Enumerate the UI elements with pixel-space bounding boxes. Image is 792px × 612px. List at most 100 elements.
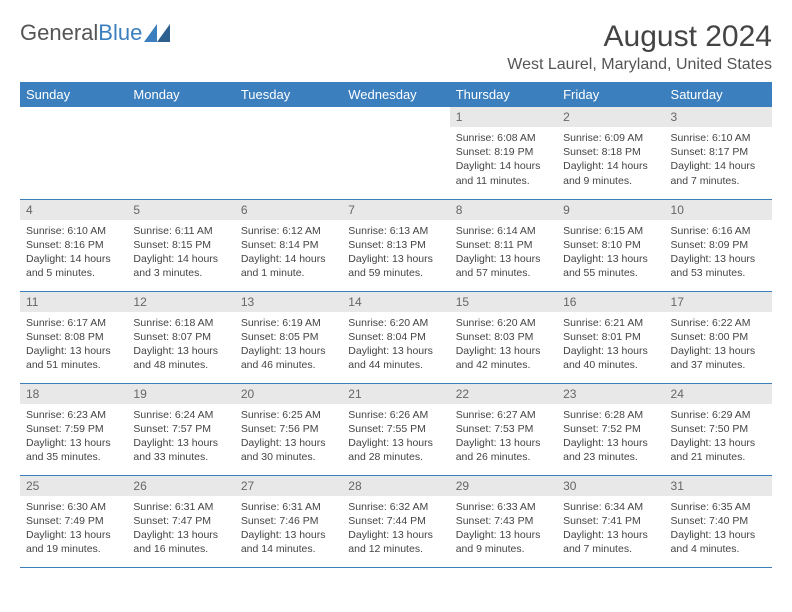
day-number: 28 — [342, 476, 449, 496]
day-detail-line: Sunset: 8:09 PM — [671, 238, 766, 252]
day-number: 29 — [450, 476, 557, 496]
calendar-week-row: 18Sunrise: 6:23 AMSunset: 7:59 PMDayligh… — [20, 383, 772, 475]
day-detail-line: Sunrise: 6:08 AM — [456, 131, 551, 145]
day-details: Sunrise: 6:08 AMSunset: 8:19 PMDaylight:… — [450, 127, 557, 190]
calendar-day-cell: 4Sunrise: 6:10 AMSunset: 8:16 PMDaylight… — [20, 199, 127, 291]
day-details: Sunrise: 6:19 AMSunset: 8:05 PMDaylight:… — [235, 312, 342, 375]
day-detail-line: Daylight: 13 hours — [563, 436, 658, 450]
day-detail-line: and 44 minutes. — [348, 358, 443, 372]
day-number: 16 — [557, 292, 664, 312]
day-details: Sunrise: 6:13 AMSunset: 8:13 PMDaylight:… — [342, 220, 449, 283]
calendar-day-cell: 27Sunrise: 6:31 AMSunset: 7:46 PMDayligh… — [235, 475, 342, 567]
calendar-day-cell: 7Sunrise: 6:13 AMSunset: 8:13 PMDaylight… — [342, 199, 449, 291]
day-number: 7 — [342, 200, 449, 220]
day-detail-line: Sunrise: 6:15 AM — [563, 224, 658, 238]
day-detail-line: Daylight: 13 hours — [133, 528, 228, 542]
day-detail-line: and 35 minutes. — [26, 450, 121, 464]
day-detail-line: Sunset: 8:10 PM — [563, 238, 658, 252]
day-number: 9 — [557, 200, 664, 220]
calendar-day-cell: 26Sunrise: 6:31 AMSunset: 7:47 PMDayligh… — [127, 475, 234, 567]
day-detail-line: Daylight: 13 hours — [133, 344, 228, 358]
day-detail-line: Sunrise: 6:34 AM — [563, 500, 658, 514]
day-detail-line: and 53 minutes. — [671, 266, 766, 280]
day-number: 5 — [127, 200, 234, 220]
day-details: Sunrise: 6:26 AMSunset: 7:55 PMDaylight:… — [342, 404, 449, 467]
day-detail-line: Sunset: 7:44 PM — [348, 514, 443, 528]
day-detail-line: and 57 minutes. — [456, 266, 551, 280]
day-number: 13 — [235, 292, 342, 312]
calendar-body: 1Sunrise: 6:08 AMSunset: 8:19 PMDaylight… — [20, 107, 772, 567]
day-number: 4 — [20, 200, 127, 220]
day-detail-line: and 5 minutes. — [26, 266, 121, 280]
day-details: Sunrise: 6:25 AMSunset: 7:56 PMDaylight:… — [235, 404, 342, 467]
day-detail-line: Sunset: 8:11 PM — [456, 238, 551, 252]
calendar-day-cell: 10Sunrise: 6:16 AMSunset: 8:09 PMDayligh… — [665, 199, 772, 291]
calendar-day-cell: 1Sunrise: 6:08 AMSunset: 8:19 PMDaylight… — [450, 107, 557, 199]
day-detail-line: and 33 minutes. — [133, 450, 228, 464]
day-number: 30 — [557, 476, 664, 496]
day-details: Sunrise: 6:29 AMSunset: 7:50 PMDaylight:… — [665, 404, 772, 467]
day-details: Sunrise: 6:35 AMSunset: 7:40 PMDaylight:… — [665, 496, 772, 559]
day-detail-line: Sunset: 8:14 PM — [241, 238, 336, 252]
day-detail-line: Sunrise: 6:29 AM — [671, 408, 766, 422]
calendar-day-cell — [342, 107, 449, 199]
day-detail-line: Sunset: 8:15 PM — [133, 238, 228, 252]
day-detail-line: and 7 minutes. — [563, 542, 658, 556]
day-detail-line: Daylight: 13 hours — [348, 436, 443, 450]
day-number: 23 — [557, 384, 664, 404]
day-header: Saturday — [665, 82, 772, 107]
day-number — [342, 107, 449, 127]
day-detail-line: Sunset: 7:57 PM — [133, 422, 228, 436]
day-number: 21 — [342, 384, 449, 404]
day-detail-line: Sunset: 7:56 PM — [241, 422, 336, 436]
day-header: Friday — [557, 82, 664, 107]
day-detail-line: and 1 minute. — [241, 266, 336, 280]
calendar-day-cell — [235, 107, 342, 199]
day-detail-line: Daylight: 13 hours — [26, 344, 121, 358]
calendar-day-cell: 9Sunrise: 6:15 AMSunset: 8:10 PMDaylight… — [557, 199, 664, 291]
calendar-day-cell: 11Sunrise: 6:17 AMSunset: 8:08 PMDayligh… — [20, 291, 127, 383]
day-detail-line: Sunrise: 6:23 AM — [26, 408, 121, 422]
day-detail-line: Sunrise: 6:20 AM — [456, 316, 551, 330]
day-number: 8 — [450, 200, 557, 220]
day-detail-line: Sunset: 7:59 PM — [26, 422, 121, 436]
day-number: 3 — [665, 107, 772, 127]
day-detail-line: Sunset: 8:08 PM — [26, 330, 121, 344]
day-detail-line: Sunrise: 6:26 AM — [348, 408, 443, 422]
day-number: 6 — [235, 200, 342, 220]
day-detail-line: Sunrise: 6:27 AM — [456, 408, 551, 422]
day-number — [235, 107, 342, 127]
day-details: Sunrise: 6:34 AMSunset: 7:41 PMDaylight:… — [557, 496, 664, 559]
day-detail-line: Sunrise: 6:24 AM — [133, 408, 228, 422]
day-number: 20 — [235, 384, 342, 404]
day-details: Sunrise: 6:32 AMSunset: 7:44 PMDaylight:… — [342, 496, 449, 559]
day-details: Sunrise: 6:27 AMSunset: 7:53 PMDaylight:… — [450, 404, 557, 467]
day-number: 1 — [450, 107, 557, 127]
day-detail-line: Sunrise: 6:14 AM — [456, 224, 551, 238]
day-number: 17 — [665, 292, 772, 312]
day-detail-line: and 12 minutes. — [348, 542, 443, 556]
title-block: August 2024 West Laurel, Maryland, Unite… — [507, 20, 772, 74]
day-detail-line: Sunrise: 6:10 AM — [26, 224, 121, 238]
calendar-table: SundayMondayTuesdayWednesdayThursdayFrid… — [20, 82, 772, 568]
calendar-day-cell: 8Sunrise: 6:14 AMSunset: 8:11 PMDaylight… — [450, 199, 557, 291]
day-details: Sunrise: 6:11 AMSunset: 8:15 PMDaylight:… — [127, 220, 234, 283]
calendar-day-cell: 28Sunrise: 6:32 AMSunset: 7:44 PMDayligh… — [342, 475, 449, 567]
day-detail-line: Sunset: 8:13 PM — [348, 238, 443, 252]
day-number: 15 — [450, 292, 557, 312]
calendar-week-row: 25Sunrise: 6:30 AMSunset: 7:49 PMDayligh… — [20, 475, 772, 567]
day-detail-line: and 30 minutes. — [241, 450, 336, 464]
day-header: Monday — [127, 82, 234, 107]
day-detail-line: Sunrise: 6:10 AM — [671, 131, 766, 145]
day-detail-line: Daylight: 14 hours — [26, 252, 121, 266]
day-detail-line: Sunset: 7:41 PM — [563, 514, 658, 528]
day-details: Sunrise: 6:20 AMSunset: 8:04 PMDaylight:… — [342, 312, 449, 375]
day-details: Sunrise: 6:15 AMSunset: 8:10 PMDaylight:… — [557, 220, 664, 283]
day-details: Sunrise: 6:28 AMSunset: 7:52 PMDaylight:… — [557, 404, 664, 467]
day-number: 2 — [557, 107, 664, 127]
day-detail-line: and 51 minutes. — [26, 358, 121, 372]
day-details: Sunrise: 6:31 AMSunset: 7:47 PMDaylight:… — [127, 496, 234, 559]
day-detail-line: Sunset: 7:40 PM — [671, 514, 766, 528]
day-detail-line: Sunrise: 6:31 AM — [241, 500, 336, 514]
day-detail-line: Sunset: 7:53 PM — [456, 422, 551, 436]
